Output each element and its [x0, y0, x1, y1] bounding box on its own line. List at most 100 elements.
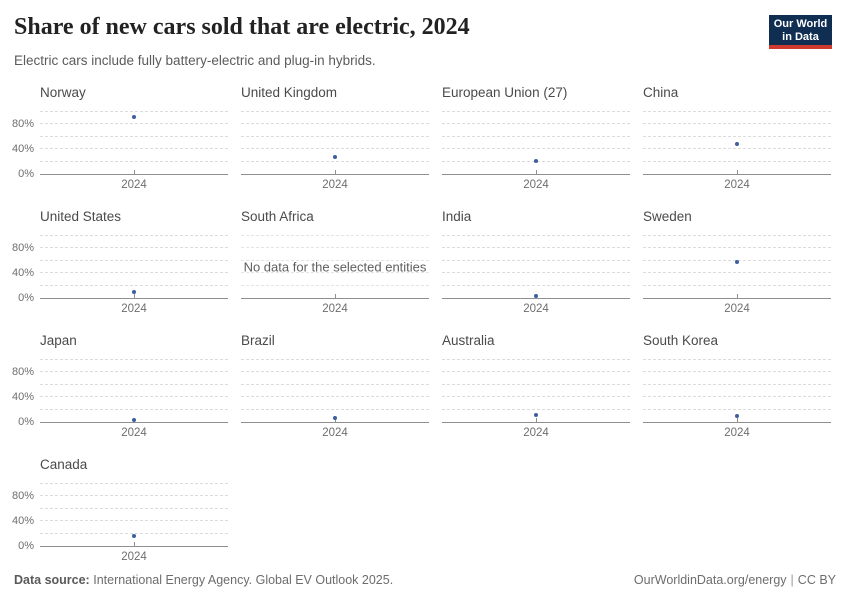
gridline-20pct — [40, 284, 228, 286]
x-tick-label-australia: 2024 — [523, 427, 549, 439]
gridline-40pct — [40, 148, 228, 150]
gridline-20pct — [40, 160, 228, 162]
facet-inner-european-union-27: European Union (27) 2024 — [442, 85, 630, 196]
gridline-100pct — [40, 483, 228, 484]
gridline-60pct — [40, 259, 228, 261]
facet-plot-japan: 0% 40% 80% — [12, 359, 228, 428]
facet-united-kingdom: United Kingdom 2024 — [228, 85, 429, 196]
facet-plot-united-kingdom — [241, 111, 429, 175]
chart-subtitle: Electric cars include fully battery-elec… — [14, 53, 376, 68]
facet-norway: Norway 0% 40% 80% 2024 — [0, 85, 228, 196]
facet-row: Japan 0% 40% 80% 2024 Brazil 2024 Australia 2024… — [0, 333, 831, 444]
facet-row: United States 0% 40% 80% 2024 South Africa No … — [0, 209, 831, 320]
gridline-80pct — [643, 247, 831, 249]
data-point-norway[interactable] — [132, 114, 136, 119]
y-tick-label-0pct: 0% — [18, 540, 34, 552]
gridline-80pct — [40, 371, 228, 373]
data-point-china[interactable] — [735, 142, 739, 147]
facet-united-states: United States 0% 40% 80% 2024 — [0, 209, 228, 320]
license-label: CC BY — [797, 573, 836, 587]
data-point-sweden[interactable] — [735, 260, 739, 265]
data-point-brazil[interactable] — [333, 415, 337, 420]
y-tick-label-40pct: 40% — [11, 515, 34, 528]
facet-inner-japan: Japan 0% 40% 80% 2024 — [12, 333, 228, 444]
gridline-20pct — [442, 284, 630, 286]
gridline-100pct — [643, 235, 831, 236]
y-tick-label-80pct: 80% — [11, 490, 34, 503]
gridline-80pct — [442, 123, 630, 125]
facet-row: Canada 0% 40% 80% 2024 — [0, 457, 831, 568]
data-point-australia[interactable] — [534, 412, 538, 417]
gridline-80pct — [40, 247, 228, 249]
facet-plot-south-africa: No data for the selected entities — [241, 235, 429, 299]
gridline-60pct — [40, 507, 228, 509]
y-tick-label-80pct: 80% — [11, 118, 34, 131]
y-tick-label-40pct: 40% — [11, 143, 34, 156]
data-point-european-union-27[interactable] — [534, 158, 538, 163]
x-axis-tick — [335, 418, 336, 422]
gridline-20pct — [643, 284, 831, 286]
gridline-100pct — [40, 359, 228, 360]
data-point-united-kingdom[interactable] — [333, 154, 337, 159]
gridline-60pct — [442, 383, 630, 385]
facet-south-africa: South Africa No data for the selected ent… — [228, 209, 429, 320]
facet-title-united-kingdom: United Kingdom — [241, 85, 338, 100]
x-tick-label-european-union-27: 2024 — [523, 179, 549, 191]
y-tick-label-40pct: 40% — [11, 391, 34, 404]
gridline-60pct — [643, 383, 831, 385]
facet-plot-sweden — [643, 235, 831, 299]
owid-logo[interactable]: Our World in Data — [769, 15, 832, 49]
data-point-canada[interactable] — [132, 533, 136, 538]
facet-brazil: Brazil 2024 — [228, 333, 429, 444]
gridline-100pct — [40, 235, 228, 236]
facet-india: India 2024 — [429, 209, 630, 320]
facet-plot-china — [643, 111, 831, 175]
data-point-south-korea[interactable] — [735, 414, 739, 419]
no-data-message: No data for the selected entities — [243, 259, 427, 275]
gridline-20pct — [241, 408, 429, 410]
x-axis-tick — [737, 418, 738, 422]
gridline-40pct — [40, 272, 228, 274]
gridline-80pct — [643, 371, 831, 373]
facet-canada: Canada 0% 40% 80% 2024 — [0, 457, 228, 568]
facet-row: Norway 0% 40% 80% 2024 United Kingdom 2024 Euro… — [0, 85, 831, 196]
facet-inner-canada: Canada 0% 40% 80% 2024 — [12, 457, 228, 568]
data-point-japan[interactable] — [132, 418, 136, 423]
facet-title-sweden: Sweden — [643, 209, 692, 224]
owid-logo-line1: Our World — [773, 18, 828, 30]
facet-china: China 2024 — [630, 85, 831, 196]
gridline-80pct — [643, 123, 831, 125]
facet-plot-united-states: 0% 40% 80% — [12, 235, 228, 304]
footer-link[interactable]: OurWorldinData.org/energy — [633, 573, 787, 587]
footer: Data source: International Energy Agency… — [14, 573, 836, 587]
gridline-100pct — [442, 111, 630, 112]
gridline-40pct — [40, 520, 228, 522]
data-point-united-states[interactable] — [132, 289, 136, 294]
gridline-40pct — [241, 396, 429, 398]
x-tick-label-south-africa: 2024 — [322, 303, 348, 315]
facet-title-japan: Japan — [40, 333, 77, 348]
gridline-60pct — [643, 135, 831, 137]
facet-european-union-27: European Union (27) 2024 — [429, 85, 630, 196]
facet-inner-south-africa: South Africa No data for the selected ent… — [241, 209, 429, 320]
x-axis-tick — [536, 418, 537, 422]
facet-title-south-korea: South Korea — [643, 333, 719, 348]
data-point-india[interactable] — [534, 294, 538, 299]
x-tick-label-india: 2024 — [523, 303, 549, 315]
gridline-100pct — [241, 111, 429, 112]
facet-inner-norway: Norway 0% 40% 80% 2024 — [12, 85, 228, 196]
y-tick-label-0pct: 0% — [18, 416, 34, 428]
facet-inner-united-states: United States 0% 40% 80% 2024 — [12, 209, 228, 320]
gridline-80pct — [40, 123, 228, 125]
facet-plot-norway: 0% 40% 80% — [12, 111, 228, 180]
x-axis-tick — [737, 170, 738, 174]
chart-title: Share of new cars sold that are electric… — [14, 14, 470, 40]
facet-inner-south-korea: South Korea 2024 — [643, 333, 831, 444]
x-axis-tick — [134, 294, 135, 298]
gridline-40pct — [241, 148, 429, 150]
x-tick-label-norway: 2024 — [121, 179, 147, 191]
gridline-80pct — [241, 123, 429, 125]
facet-south-korea: South Korea 2024 — [630, 333, 831, 444]
gridline-20pct — [442, 408, 630, 410]
